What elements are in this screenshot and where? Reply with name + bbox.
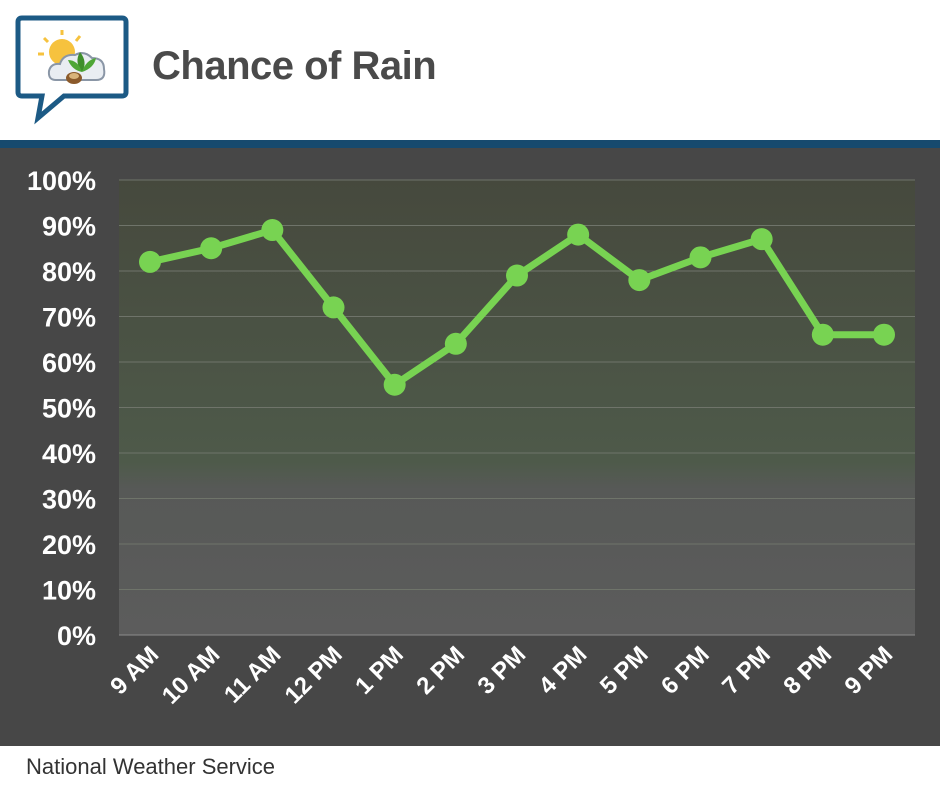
data-point [750,228,773,251]
page-title: Chance of Rain [152,44,437,88]
y-tick-label: 70% [42,303,96,333]
x-tick-label: 12 PM [280,641,348,709]
x-tick-label: 2 PM [411,641,470,700]
y-tick-label: 100% [27,166,96,196]
data-point [506,264,528,287]
data-point [200,237,223,260]
x-tick-label: 9 PM [840,641,899,700]
data-point [628,269,651,292]
x-tick-label: 10 AM [157,641,225,709]
y-tick-label: 10% [42,576,96,606]
x-tick-label: 4 PM [534,641,593,700]
x-tick-label: 9 AM [105,641,164,700]
x-tick-label: 11 AM [219,641,287,709]
chance-of-rain-chart: 0% 10% 20% 30% 40% 50% 60% 70% 80% 90% 100% 9 AM10… [27,166,915,710]
data-point [873,323,895,346]
y-tick-label: 90% [42,212,96,242]
y-tick-label: 20% [42,530,96,560]
source-credit: National Weather Service [26,754,276,779]
data-point [383,373,406,396]
data-point [139,250,161,273]
x-tick-label: 7 PM [717,641,776,700]
x-tick-label: 8 PM [778,641,837,700]
y-tick-label: 50% [42,394,96,424]
header-divider [0,140,940,148]
header: Chance of Rain [0,0,940,140]
data-point [322,296,345,319]
x-tick-label: 1 PM [350,641,409,700]
data-point [444,332,467,355]
series-chance-of-rain [139,219,895,396]
x-tick-label: 3 PM [473,641,532,700]
y-tick-label: 0% [57,621,96,651]
weather-sun-cloud-leaf-icon [8,14,136,126]
data-point [689,246,712,269]
data-point [567,223,590,246]
x-tick-label: 6 PM [656,641,715,700]
y-tick-label: 80% [42,257,96,287]
data-point [811,323,834,346]
y-axis-ticks: 0% 10% 20% 30% 40% 50% 60% 70% 80% 90% 100% [27,166,96,651]
y-tick-label: 30% [42,485,96,515]
x-tick-label: 5 PM [595,641,654,700]
y-tick-label: 40% [42,439,96,469]
y-tick-label: 60% [42,348,96,378]
data-point [261,219,284,242]
